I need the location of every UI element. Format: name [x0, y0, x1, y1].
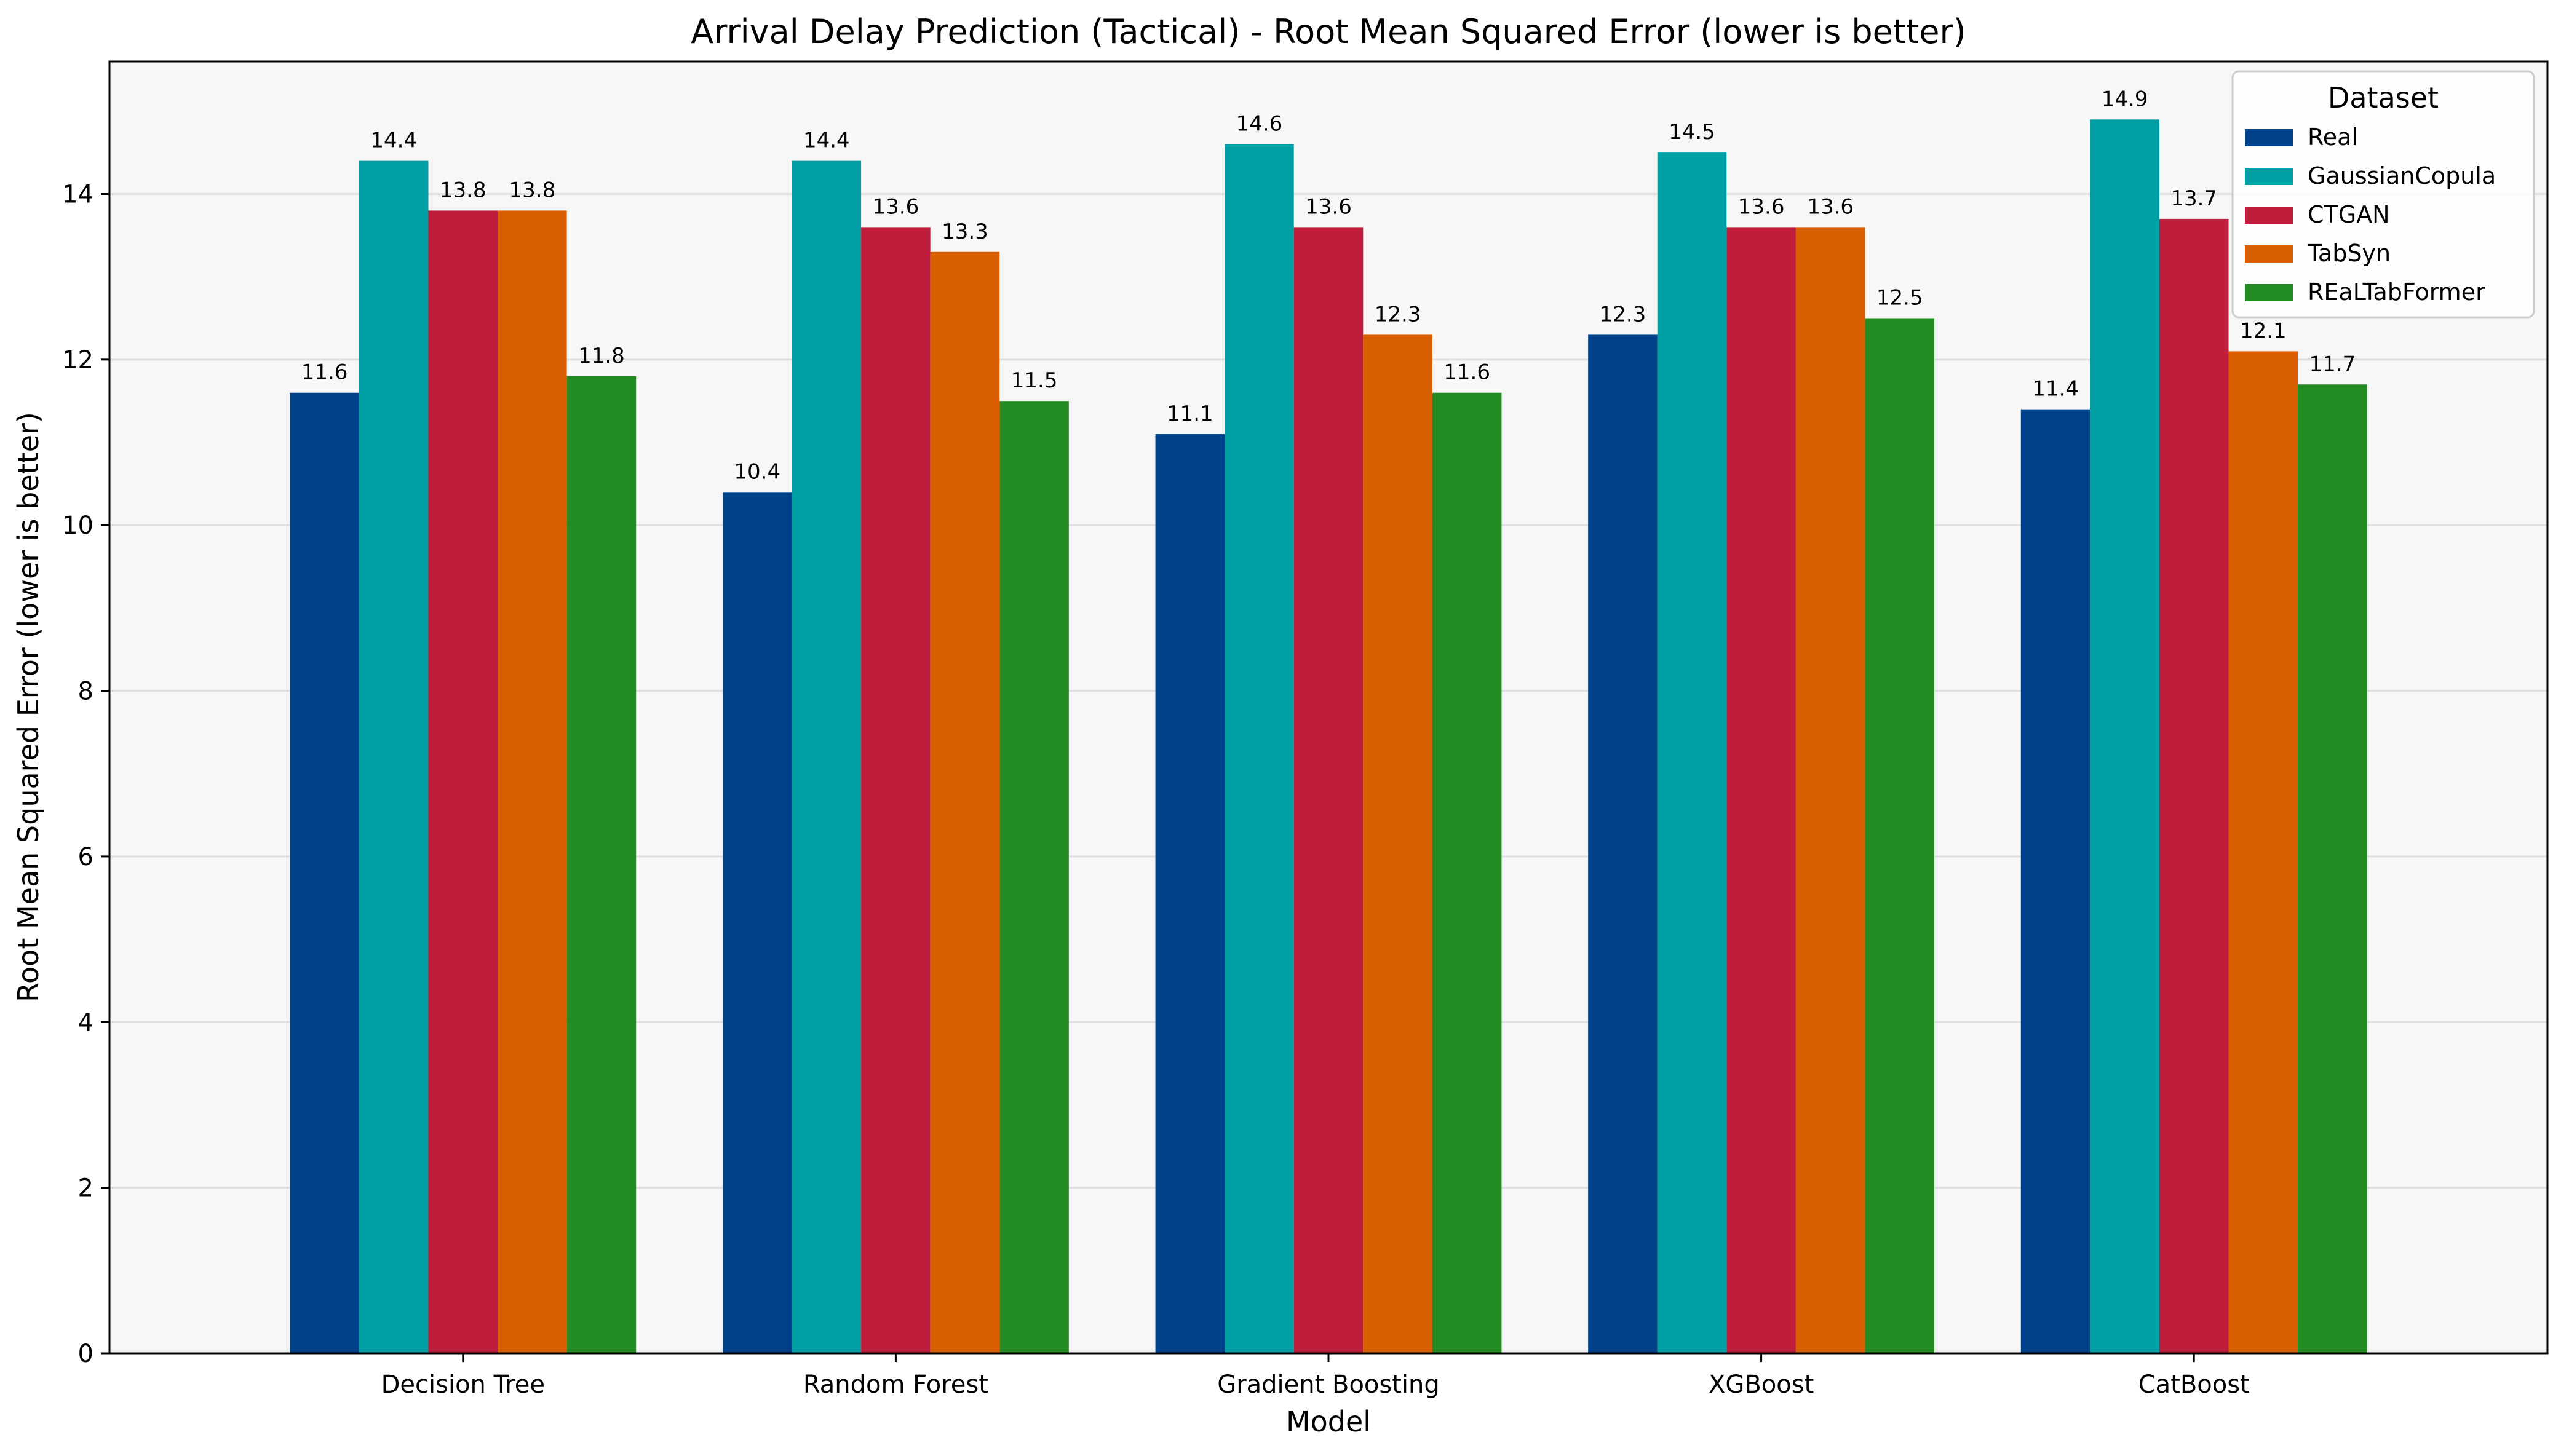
- bar-realtabformer-random-forest: [999, 401, 1069, 1353]
- legend-swatch: [2245, 207, 2293, 224]
- bar-value-label: 10.4: [734, 459, 780, 484]
- bar-value-label: 13.8: [440, 178, 486, 202]
- legend-title: Dataset: [2328, 81, 2439, 114]
- y-tick-label: 14: [62, 180, 93, 208]
- bar-real-gradient-boosting: [1155, 434, 1225, 1354]
- bar-value-label: 11.5: [1011, 368, 1058, 393]
- bar-value-label: 13.6: [1305, 194, 1352, 219]
- bars: [290, 119, 2367, 1354]
- y-tick-label: 4: [78, 1008, 93, 1037]
- bar-value-label: 12.5: [1876, 286, 1923, 311]
- legend-items: Real GaussianCopula CTGAN TabSyn REaLTabForm…: [2245, 124, 2496, 306]
- bar-value-label: 14.6: [1236, 112, 1283, 136]
- bar-value-label: 11.7: [2309, 352, 2356, 376]
- x-axis-label: Model: [1286, 1405, 1371, 1438]
- bar-value-label: 11.6: [301, 360, 348, 385]
- x-tick-label: CatBoost: [2138, 1371, 2250, 1399]
- x-tick-label: Random Forest: [803, 1371, 988, 1399]
- bar-real-catboost: [2020, 409, 2090, 1354]
- bar-tabsyn-gradient-boosting: [1363, 334, 1432, 1353]
- bar-gaussiancopula-decision-tree: [359, 160, 429, 1354]
- bar-value-labels: 11.6 14.4 13.8 13.8 11.8 10.4 14.4 13.6 13.3 11.5…: [301, 87, 2356, 484]
- legend-label: TabSyn: [2307, 240, 2391, 267]
- bar-value-label: 12.3: [1600, 302, 1646, 326]
- legend-swatch: [2245, 284, 2293, 301]
- bar-gaussiancopula-catboost: [2090, 119, 2159, 1353]
- legend-label: Real: [2308, 124, 2358, 151]
- bar-value-label: 11.6: [1443, 360, 1490, 385]
- bar-tabsyn-xgboost: [1795, 227, 1865, 1353]
- bar-value-label: 14.5: [1669, 120, 1715, 144]
- chart-title: Arrival Delay Prediction (Tactical) - Ro…: [691, 12, 1966, 51]
- bar-value-label: 13.6: [1738, 194, 1785, 219]
- bar-value-label: 12.3: [1375, 302, 1421, 326]
- bar-value-label: 14.4: [370, 129, 417, 153]
- y-tick-label: 12: [62, 346, 93, 374]
- x-tick-label: XGBoost: [1709, 1371, 1814, 1399]
- y-axis: 0 2 4 6 8 10 12 14: [62, 180, 109, 1368]
- legend-label: GaussianCopula: [2308, 162, 2496, 189]
- bar-tabsyn-decision-tree: [498, 210, 567, 1353]
- bar-ctgan-gradient-boosting: [1293, 227, 1364, 1353]
- bar-tabsyn-catboost: [2228, 351, 2298, 1354]
- legend-box: [2231, 70, 2535, 318]
- bar-realtabformer-catboost: [2298, 384, 2367, 1353]
- bar-value-label: 11.8: [578, 344, 625, 368]
- bar-realtabformer-xgboost: [1865, 318, 1935, 1354]
- y-axis-label: Root Mean Squared Error (lower is better…: [12, 412, 45, 1002]
- bar-value-label: 11.4: [2032, 377, 2079, 402]
- x-tick-label: Decision Tree: [381, 1371, 545, 1399]
- legend-swatch: [2245, 168, 2293, 185]
- bar-ctgan-xgboost: [1726, 227, 1796, 1353]
- y-tick-label: 2: [78, 1174, 93, 1203]
- bar-value-label: 13.8: [509, 178, 556, 202]
- legend-label: CTGAN: [2308, 201, 2390, 228]
- bar-ctgan-decision-tree: [428, 210, 498, 1353]
- bar-ctgan-catboost: [2159, 218, 2229, 1354]
- bar-tabsyn-random-forest: [930, 251, 1000, 1353]
- bar-value-label: 13.3: [942, 220, 988, 244]
- y-tick-label: 10: [62, 512, 93, 540]
- legend-swatch: [2245, 245, 2293, 263]
- bar-value-label: 12.1: [2240, 318, 2287, 343]
- legend-label: REaLTabFormer: [2308, 279, 2485, 306]
- legend-swatch: [2245, 129, 2293, 146]
- bar-gaussiancopula-xgboost: [1657, 152, 1727, 1353]
- y-tick-label: 0: [78, 1340, 93, 1368]
- bar-real-decision-tree: [290, 392, 359, 1353]
- legend: Dataset Real GaussianCopula CTGAN TabSyn REa…: [2231, 70, 2535, 318]
- bar-value-label: 13.6: [873, 194, 919, 219]
- bar-value-label: 13.6: [1807, 194, 1854, 219]
- y-tick-label: 8: [78, 678, 93, 706]
- bar-real-xgboost: [1588, 334, 1658, 1353]
- bar-value-label: 11.1: [1167, 402, 1213, 426]
- bar-value-label: 13.7: [2170, 186, 2217, 211]
- bar-ctgan-random-forest: [861, 227, 931, 1353]
- bar-gaussiancopula-random-forest: [792, 160, 862, 1354]
- bar-value-label: 14.9: [2102, 87, 2148, 111]
- y-tick-label: 6: [78, 843, 93, 871]
- bar-realtabformer-decision-tree: [566, 376, 637, 1354]
- x-tick-label: Gradient Boosting: [1217, 1371, 1440, 1399]
- bar-gaussiancopula-gradient-boosting: [1225, 144, 1294, 1354]
- bar-value-label: 14.4: [803, 129, 850, 153]
- bar-realtabformer-gradient-boosting: [1432, 392, 1502, 1353]
- bar-real-random-forest: [722, 492, 792, 1354]
- x-axis: Decision Tree Random Forest Gradient Boost…: [381, 1353, 2250, 1399]
